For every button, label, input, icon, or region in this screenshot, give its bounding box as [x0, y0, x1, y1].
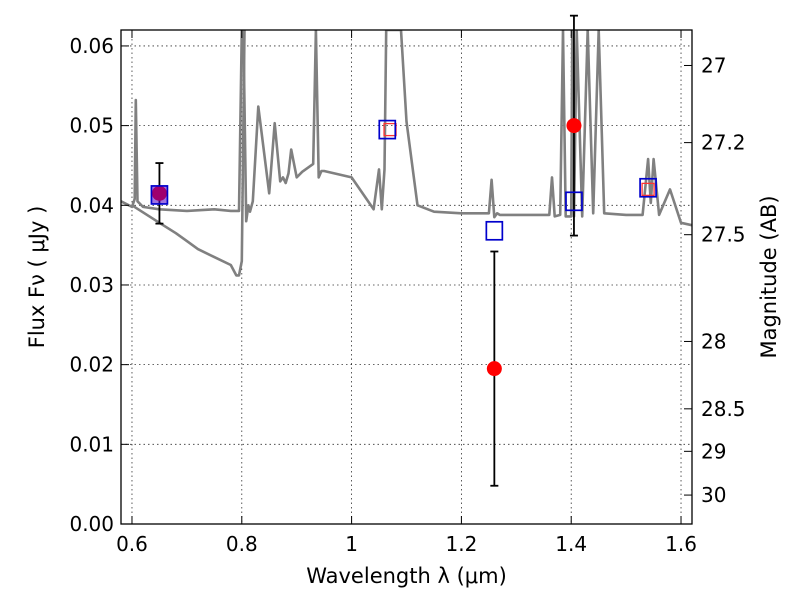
x-tick-label: 1.2: [445, 532, 477, 556]
y2-tick-label: 27.2: [701, 131, 746, 155]
y2-tick-label: 27.5: [701, 223, 746, 247]
observed-point: [566, 118, 582, 134]
x-tick-label: 1: [345, 532, 358, 556]
y2-tick-label: 28: [701, 329, 726, 353]
x-axis-label: Wavelength λ (μm): [306, 564, 507, 588]
y2-tick-label: 29: [701, 439, 726, 463]
x-tick-label: 1.6: [665, 532, 697, 556]
marker-layer: [150, 14, 657, 487]
x-tick-label: 1.4: [555, 532, 587, 556]
plot-frame: [120, 29, 693, 525]
y2-tick-label: 27: [701, 53, 726, 77]
model-photometry-point: [378, 119, 397, 140]
tick-layer: 0.6 0.8 1 1.2 1.4 1.6 0.00 0.01 0.02 0.03 0.04 0.05…: [69, 30, 746, 556]
y-tick-label: 0.01: [69, 432, 114, 456]
y-tick-label: 0.00: [69, 512, 114, 536]
model-spectrum-line: [121, 30, 692, 227]
curve-layer: [121, 30, 692, 277]
y2-tick-label: 30: [701, 483, 726, 507]
model-photometry-point: [150, 185, 169, 205]
x-tick-label: 0.6: [116, 532, 148, 556]
y-tick-label: 0.06: [69, 34, 114, 58]
y-tick-label: 0.02: [69, 353, 114, 377]
uv-continuum-line: [131, 30, 246, 277]
y-tick-label: 0.05: [69, 114, 114, 138]
secondary-marker: [641, 182, 655, 197]
y2-tick-label: 28.5: [701, 397, 746, 421]
observed-point: [486, 361, 502, 377]
y2-axis-label: Magnitude (AB): [757, 195, 781, 358]
model-photometry-point: [639, 177, 657, 198]
y-tick-label: 0.03: [69, 273, 114, 297]
model-photometry-point: [485, 220, 504, 241]
y-tick-label: 0.04: [69, 193, 114, 217]
model-photometry-point: [565, 191, 583, 212]
y-axis-label: Flux Fν ( μJy ): [25, 206, 49, 349]
x-tick-label: 0.8: [226, 532, 258, 556]
